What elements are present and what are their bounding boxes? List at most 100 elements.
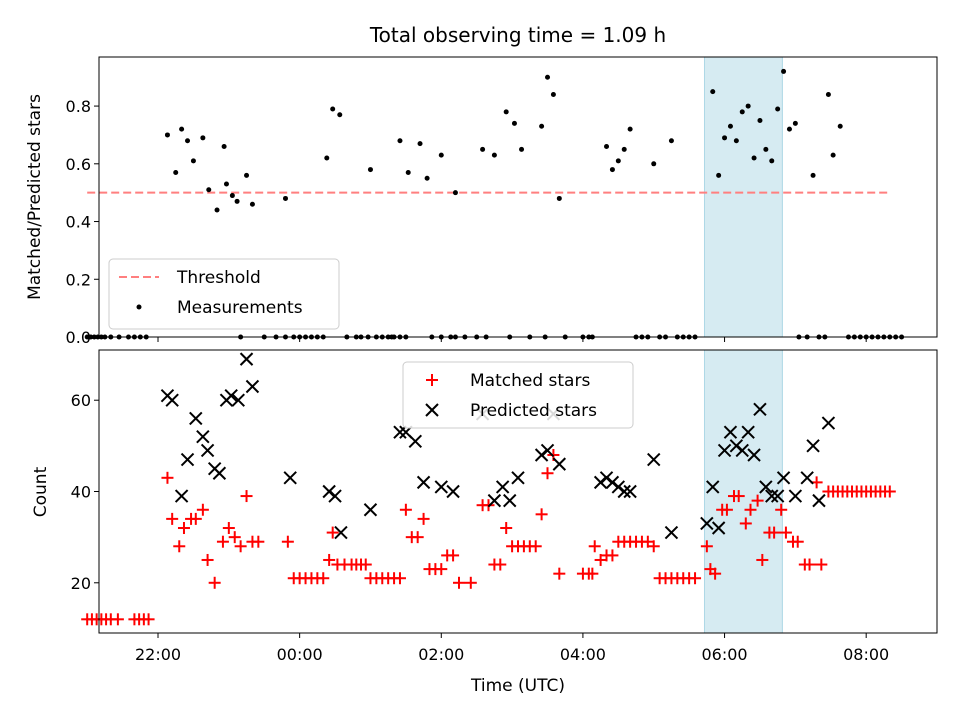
predicted-star-point [806,439,820,453]
measurement-point [214,207,220,213]
xtick-label: 04:00 [560,645,606,664]
measurement-point [330,106,336,112]
predicted-star-point [487,493,502,508]
predicted-star-point [741,425,755,439]
chart-title: Total observing time = 1.09 h [369,23,666,47]
measurement-point [763,146,769,152]
xtick-label: 06:00 [701,645,747,664]
matched-star-point [689,572,702,585]
legend-measurements-label: Measurements [177,298,303,318]
predicted-star-point [328,489,342,503]
matched-star-point [815,558,828,571]
measurement-point [739,109,745,115]
bottom-axes-frame [98,349,938,634]
matched-star-point [326,526,339,539]
ytick-label: 0.0 [66,328,91,347]
legend-threshold-label: Threshold [176,268,261,288]
measurement-point [810,172,816,178]
legend-predicted-label: Predicted stars [470,401,597,421]
top-highlight-band [703,56,783,338]
measurement-point [249,201,255,207]
matched-star-point [411,531,424,544]
matched-star-point [606,549,619,562]
matched-star-point [317,572,330,585]
measurement-point [627,126,633,132]
measurement-point [745,103,751,109]
predicted-star-point [812,493,826,508]
predicted-star-point [700,516,714,531]
matched-star-point [111,613,124,626]
predicted-star-point [165,393,179,407]
matched-star-point [700,540,713,553]
predicted-star-point [623,484,637,499]
measurement-point [786,126,792,132]
bottom-yticks: 20 40 60 [71,391,99,593]
bottom-ylabel: Count [31,466,51,517]
measurement-point [179,126,185,132]
measurement-point [438,152,444,158]
measurement-point [190,158,196,164]
matched-star-point [435,563,448,576]
xtick-label: 00:00 [277,645,323,664]
measurement-point [751,155,757,161]
matched-star-point [586,567,599,580]
matched-star-point [541,467,554,480]
predicted-star-point [552,457,567,471]
predicted-star-point [664,525,679,540]
top-ylabel: Matched/Predicted stars [25,94,45,300]
bottom-matched-points [81,448,896,626]
matched-star-point [196,503,209,516]
measurement-point [733,138,739,144]
matched-star-point [883,485,896,498]
measurement-point [615,158,621,164]
predicted-star-point [245,379,260,394]
predicted-star-point [759,480,773,494]
predicted-star-point [416,475,431,490]
predicted-star-point [189,411,203,426]
matched-star-point [720,503,733,516]
predicted-star-point [196,430,210,444]
measurement-point [710,89,716,95]
measurement-point [651,161,657,167]
ytick-label: 0.6 [66,155,91,174]
matched-star-point [756,553,769,566]
predicted-star-point [174,489,189,503]
measurement-point [792,120,798,126]
matched-star-point [744,503,757,516]
matched-star-point [464,576,477,589]
predicted-star-point [334,525,348,540]
measurement-point [830,152,836,158]
matched-star-point [739,517,752,530]
matched-star-point [228,531,241,544]
measurement-point [550,92,556,98]
matched-star-point [216,535,229,548]
measurement-point [781,68,787,74]
measurement-point [491,152,497,158]
matched-star-point [647,540,660,553]
predicted-star-point [617,484,631,499]
predicted-star-point [200,443,215,458]
legend-measurements-swatch [136,304,142,310]
measurement-point [604,143,610,149]
bottom-legend-box [402,361,634,429]
predicted-star-point [788,489,803,503]
measurement-point [84,334,90,340]
measurement-point [545,74,551,80]
matched-star-point [252,535,265,548]
matched-star-point [177,522,190,535]
matched-star-point [166,512,179,525]
measurement-point [722,135,728,141]
predicted-star-point [770,489,785,503]
measurement-point [727,123,733,129]
measurement-point [282,195,288,201]
predicted-star-point [647,452,661,467]
measurement-point [88,334,94,340]
predicted-star-point [180,452,195,467]
xtick-label: 22:00 [135,645,181,664]
matched-star-point [222,522,235,535]
bottom-xticks: 22:00 00:00 02:00 04:00 06:00 08:00 [135,633,889,664]
predicted-star-point [717,443,732,458]
matched-star-point [173,540,186,553]
ytick-label: 0.2 [66,270,91,289]
